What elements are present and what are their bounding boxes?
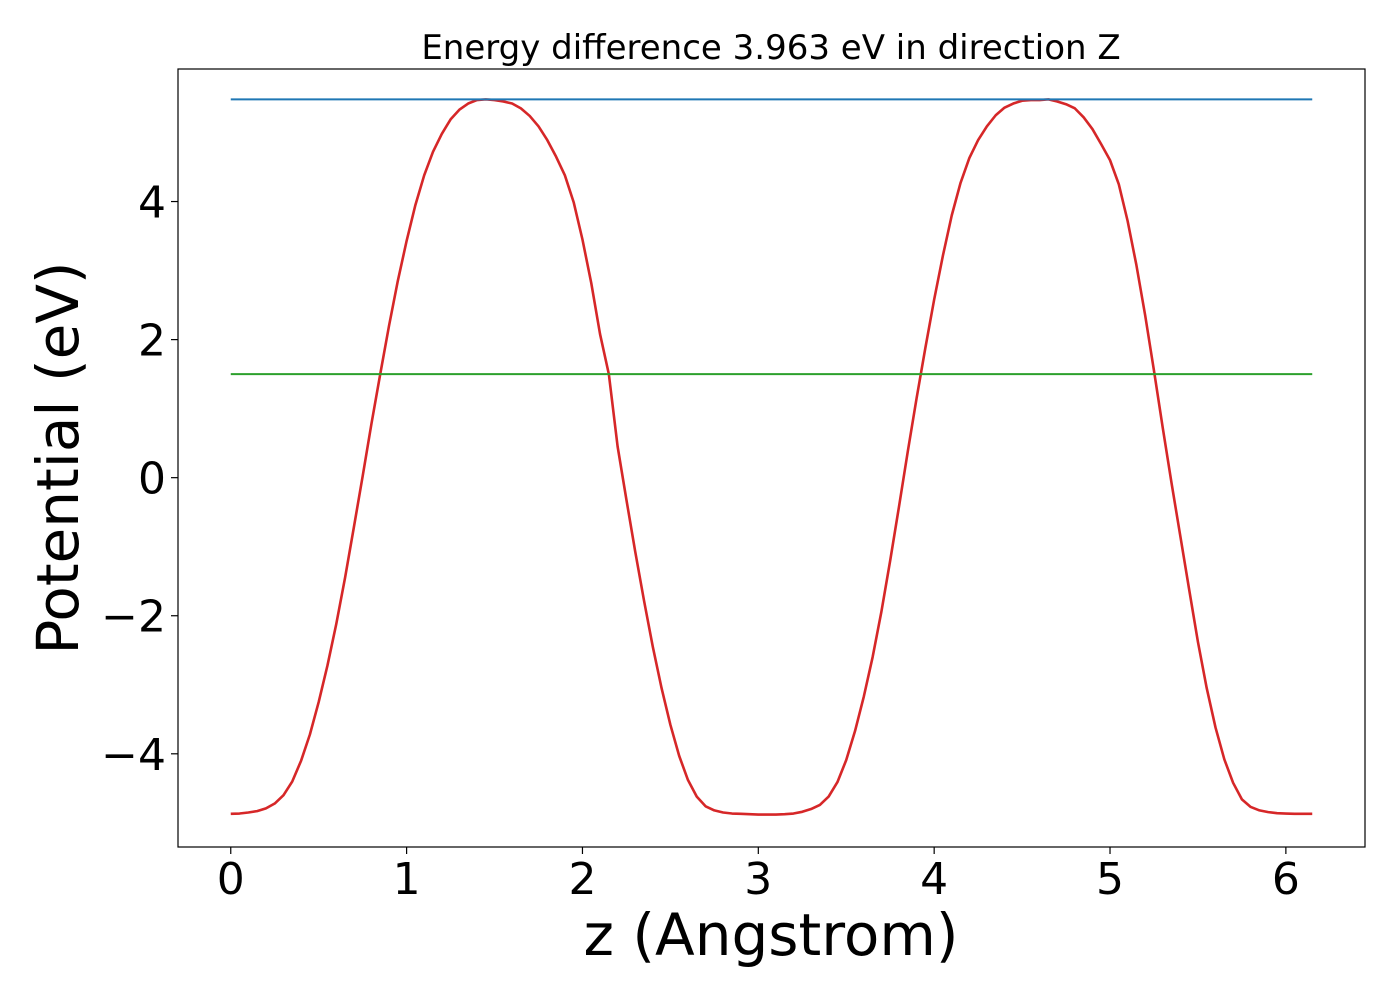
x-tick-label: 6 [1272, 854, 1300, 905]
y-axis-label: Potential (eV) [24, 261, 92, 654]
y-axis: −4 −2 0 2 4 [101, 178, 178, 781]
x-tick-label: 1 [393, 854, 421, 905]
x-axis-label: z (Angstrom) [584, 901, 959, 969]
plot-frame [177, 68, 1366, 848]
x-tick-label: 5 [1096, 854, 1124, 905]
y-tick-label: 2 [138, 316, 166, 367]
x-tick-label: 4 [920, 854, 948, 905]
x-axis: 0 1 2 3 4 5 6 [217, 847, 1300, 905]
y-tick-label: 0 [138, 454, 166, 505]
y-tick-label: −2 [101, 592, 166, 643]
x-tick-label: 0 [217, 854, 245, 905]
chart-title: Energy difference 3.963 eV in direction … [421, 28, 1120, 68]
y-tick-label: −4 [101, 730, 166, 781]
plot-area [230, 98, 1313, 816]
y-tick-label: 4 [138, 178, 166, 229]
series-line-0 [230, 98, 1313, 816]
x-tick-label: 3 [744, 854, 772, 905]
x-tick-label: 2 [568, 854, 596, 905]
